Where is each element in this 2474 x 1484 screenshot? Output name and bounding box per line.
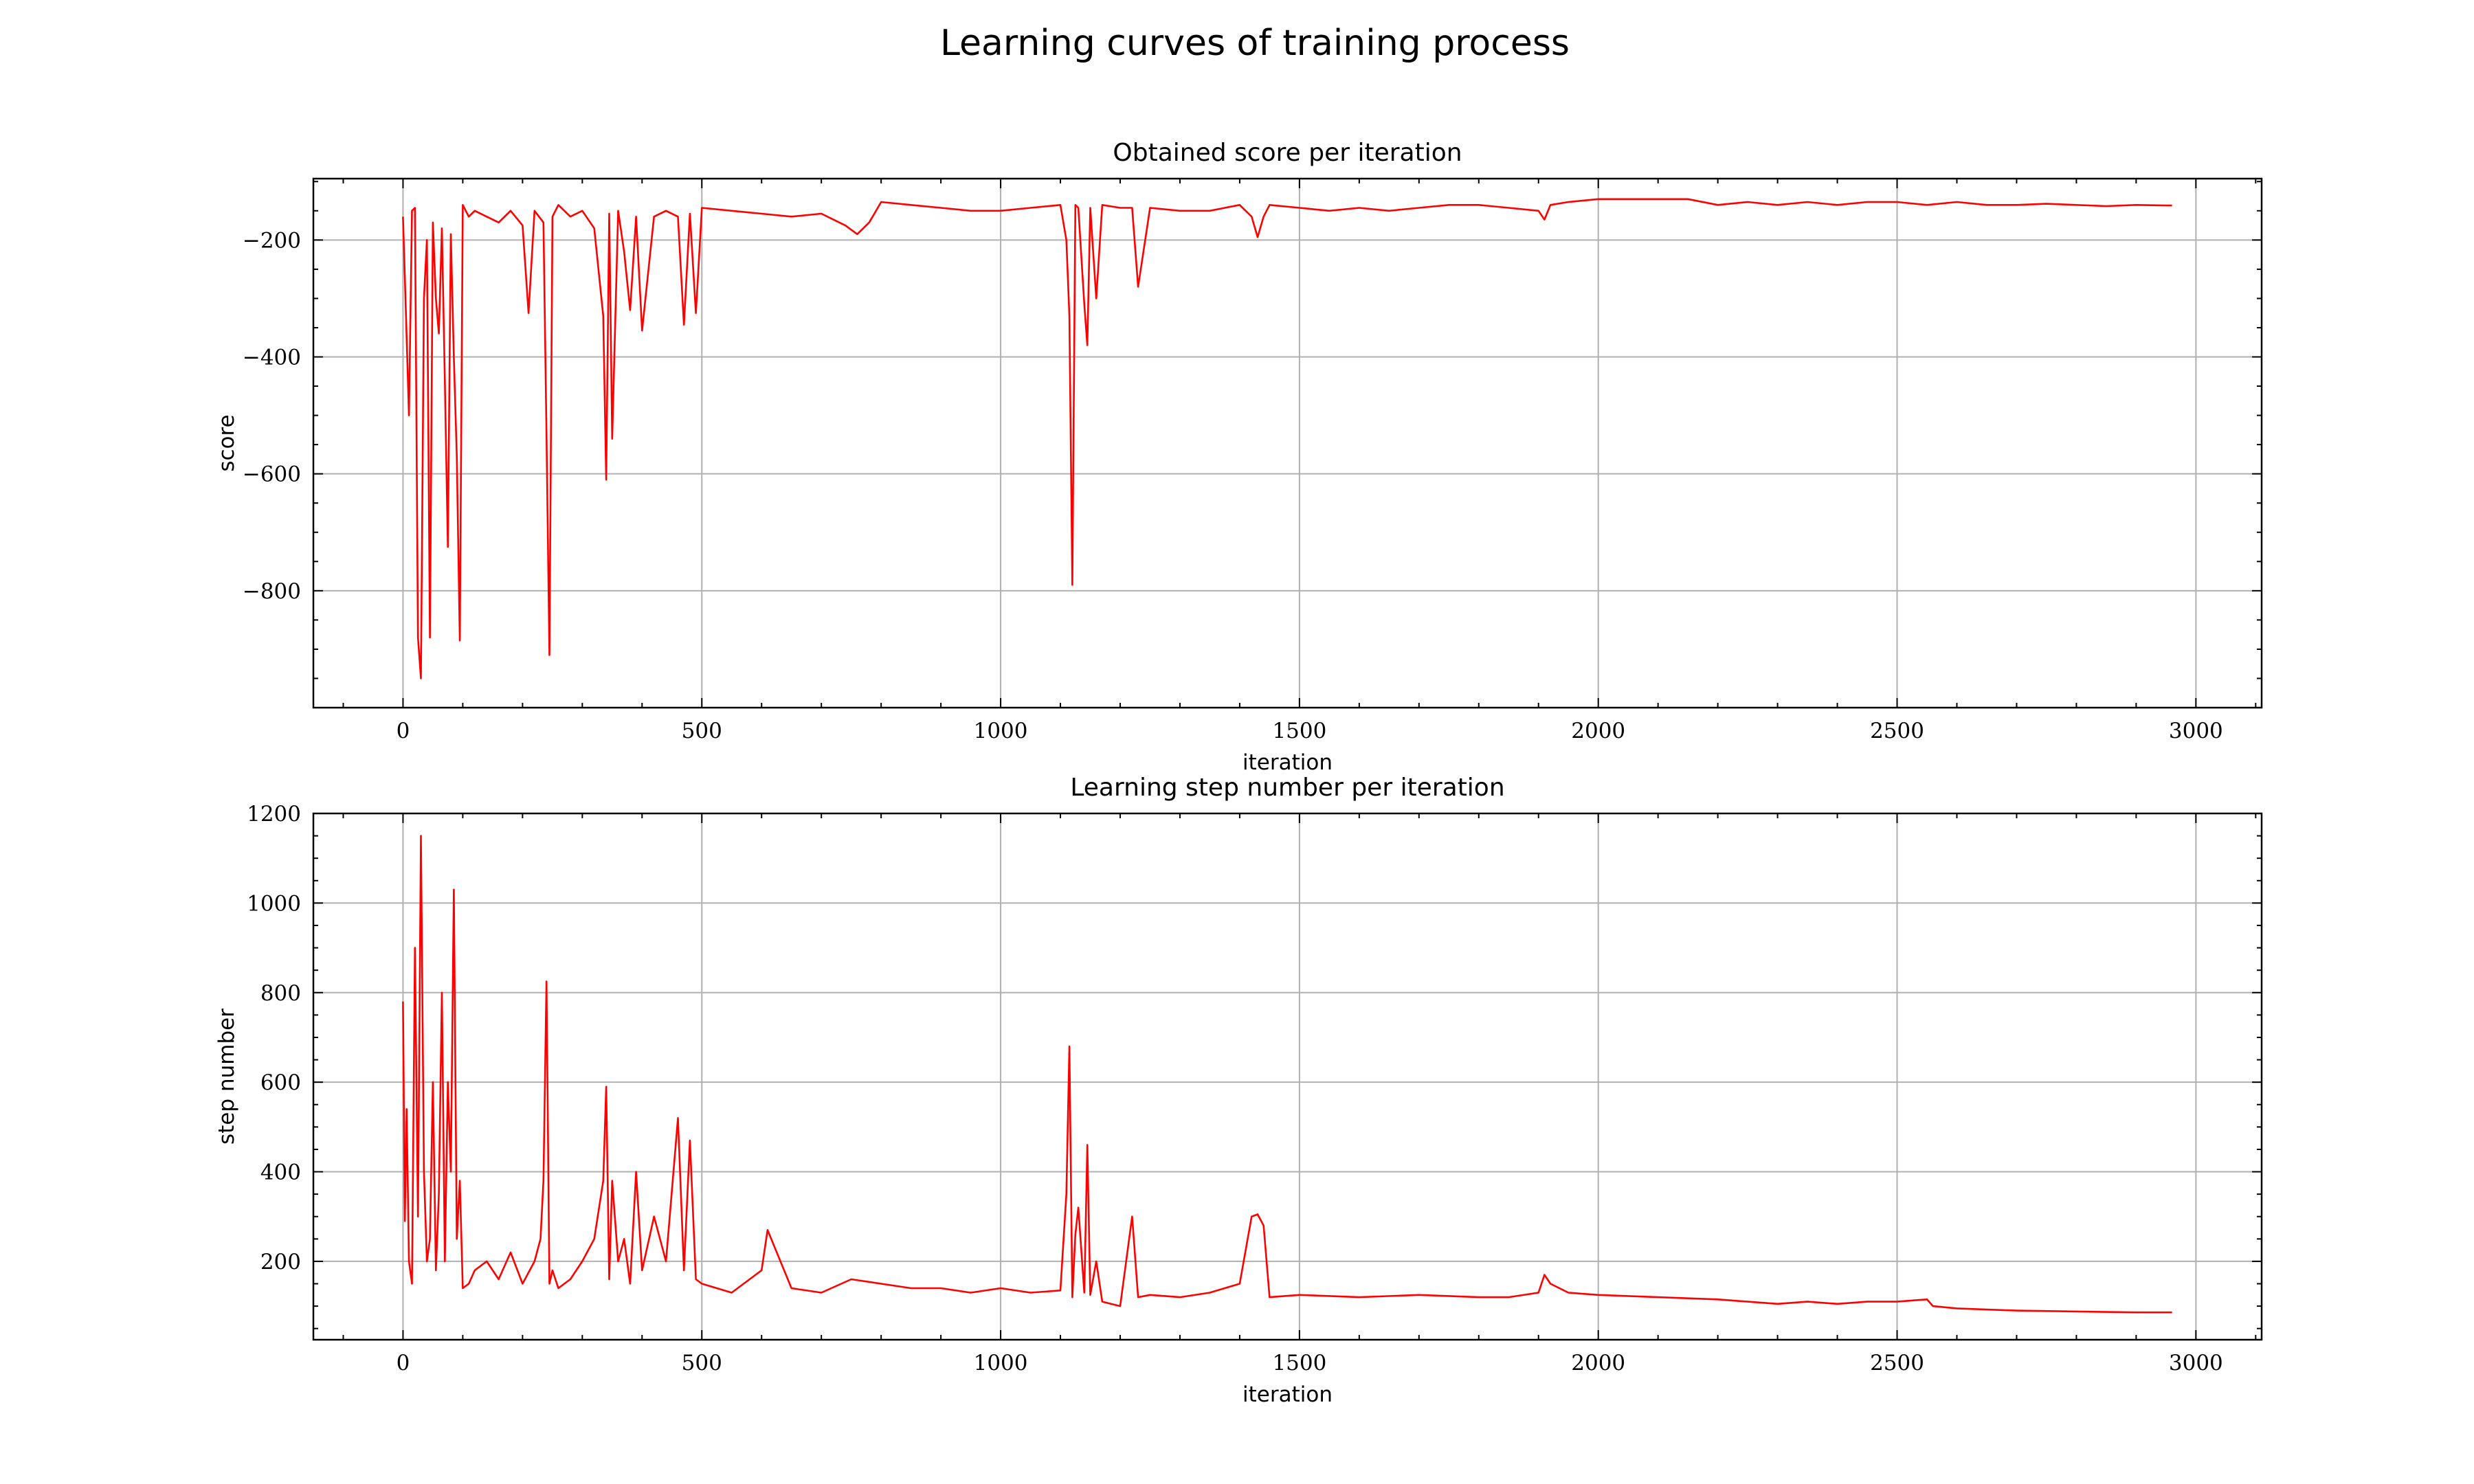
- step-plot-xtick-label: 3000: [2169, 1351, 2223, 1375]
- step-plot-xtick-label: 1000: [974, 1351, 1028, 1375]
- step-plot-xtick-label: 2000: [1571, 1351, 1625, 1375]
- step-plot-ytick-label: 1000: [247, 891, 301, 916]
- score-plot-frame: [312, 177, 2263, 709]
- score-plot-xtick-label: 0: [397, 719, 410, 743]
- step-plot-xtick-label: 1500: [1272, 1351, 1326, 1375]
- score-plot-xtick-label: 2500: [1870, 719, 1924, 743]
- score-plot-axes-frame: [312, 177, 2263, 709]
- score-plot-xtick-label: 1000: [974, 719, 1028, 743]
- step-plot-ticks: 0 500 1000 1500 2000 2500 3000 200 400 600 800 1000…: [247, 802, 2262, 1375]
- step-plot-title: Learning step number per iteration: [1070, 774, 1504, 802]
- score-plot-ytick-label: −400: [243, 346, 301, 370]
- score-plot-xtick-label: 2000: [1571, 719, 1625, 743]
- step-plot-series: [402, 835, 2172, 1314]
- step-plot-grid: [313, 813, 2262, 1340]
- score-plot-xlabel: iteration: [1242, 750, 1333, 775]
- score-plot-series: [402, 198, 2172, 679]
- step-plot-ytick-label: 600: [260, 1070, 301, 1095]
- step-plot-frame: [312, 812, 2263, 1341]
- score-plot-xtick-label: 3000: [2169, 719, 2223, 743]
- score-plot-ylabel: score: [214, 414, 239, 471]
- score-plot-xtick-label: 500: [682, 719, 722, 743]
- step-plot-ylabel: step number: [214, 1009, 239, 1145]
- step-plot-xtick-label: 2500: [1870, 1351, 1924, 1375]
- step-plot-series-line: [402, 835, 2172, 1314]
- step-plot-ytick-label: 400: [260, 1160, 301, 1185]
- step-plot-ytick-label: 1200: [247, 802, 301, 827]
- step-plot-xtick-label: 0: [397, 1351, 410, 1375]
- score-plot-ytick-label: −200: [243, 228, 301, 253]
- score-plot-xtick-label: 1500: [1272, 719, 1326, 743]
- score-plot-ticks: 0 500 1000 1500 2000 2500 3000 −800 −600 −400 −200: [243, 179, 2262, 743]
- score-plot-ytick-label: −800: [243, 579, 301, 604]
- score-plot-series-line: [402, 198, 2172, 679]
- step-plot-axes-frame: [312, 812, 2263, 1341]
- step-plot-panel: 0 500 1000 1500 2000 2500 3000 200 400 600 800 1000…: [214, 774, 2263, 1407]
- step-plot-ytick-label: 200: [260, 1250, 301, 1274]
- step-plot-ytick-label: 800: [260, 981, 301, 1006]
- score-plot-panel: 0 500 1000 1500 2000 2500 3000 −800 −600 −400 −200…: [214, 139, 2263, 775]
- step-plot-xtick-label: 500: [682, 1351, 722, 1375]
- step-plot-xlabel: iteration: [1242, 1382, 1333, 1407]
- score-plot-ytick-label: −600: [243, 462, 301, 487]
- score-plot-title: Obtained score per iteration: [1113, 139, 1462, 167]
- figure-title: Learning curves of training process: [940, 23, 1570, 64]
